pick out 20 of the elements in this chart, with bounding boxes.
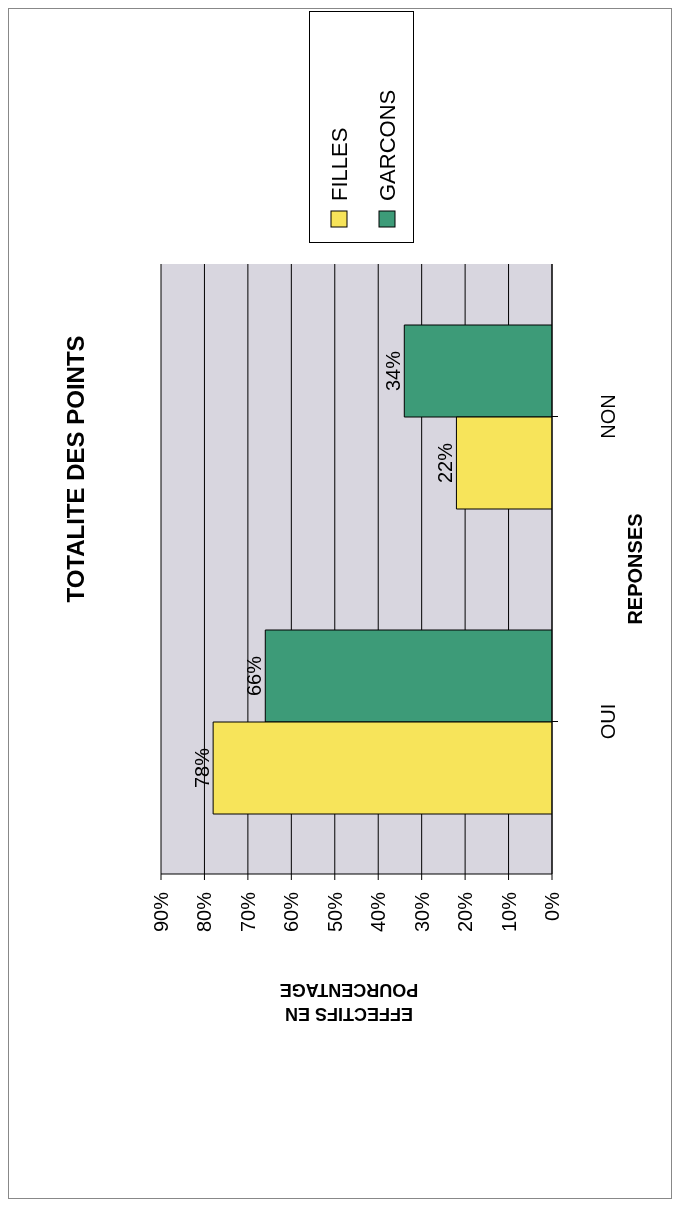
x-tick-label: 80%: [193, 891, 216, 933]
x-tick-label: 10%: [497, 891, 520, 933]
y-tick-label: OUI: [597, 703, 619, 740]
y-tick-label: NON: [597, 394, 619, 439]
x-axis-title: EFFECTIFS EN POURCENTAGE: [279, 980, 419, 1024]
x-tick-label: 40%: [367, 891, 390, 933]
legend-box: FILLES GARCONS: [309, 11, 414, 243]
x-tick-label: 20%: [454, 891, 477, 933]
x-tick-label: 0%: [541, 891, 563, 921]
data-label: 34%: [382, 350, 405, 392]
x-tick-label: 60%: [280, 891, 303, 933]
data-label: 78%: [191, 747, 214, 789]
x-tick-label: 30%: [410, 891, 433, 933]
x-tick-label: 90%: [150, 891, 172, 933]
y-axis-title: REPONSES: [624, 513, 646, 625]
x-tick-label: 50%: [323, 891, 346, 933]
data-label: 22%: [434, 442, 457, 484]
text: TOTALITE DES POINTS: [62, 335, 89, 603]
data-label: 66%: [243, 655, 266, 697]
x-tick-label: 70%: [236, 891, 259, 933]
